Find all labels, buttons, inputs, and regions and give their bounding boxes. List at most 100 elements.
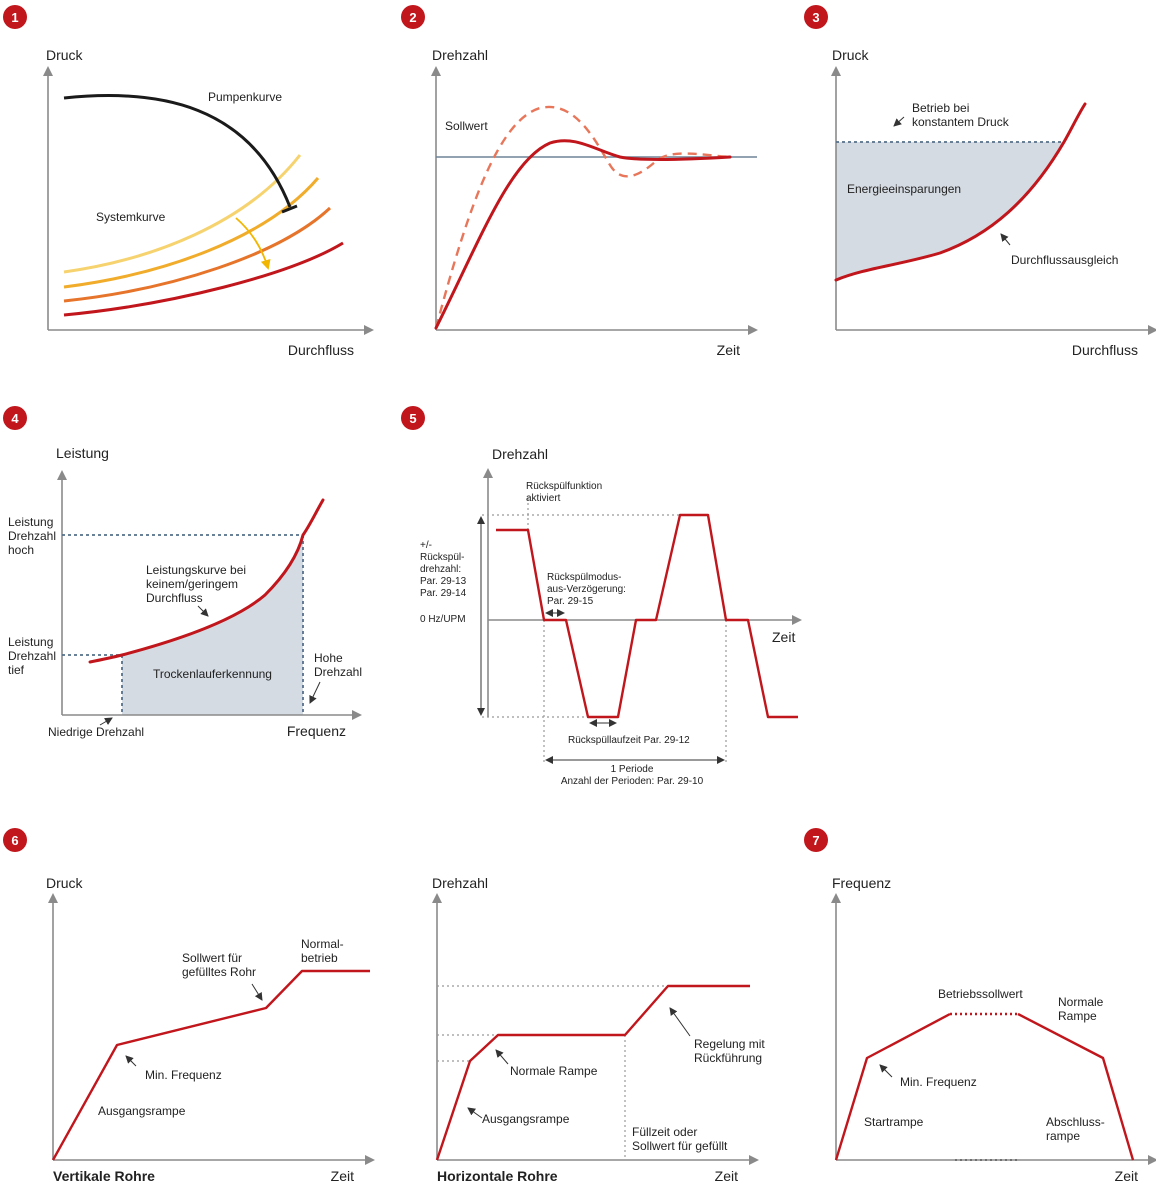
p5-count-label: Anzahl der Perioden: Par. 29-10 [561, 776, 704, 787]
svg-text:4: 4 [11, 411, 19, 426]
panel-5-backflush: Drehzahl Zeit Rückspülfunktion aktiviert… [420, 446, 802, 787]
overshoot-curve-dashed [434, 105, 731, 329]
p6b-fill-label-1: Füllzeit oder [632, 1125, 697, 1139]
p5-act-label-1: Rückspülfunktion [526, 481, 602, 492]
p7-minf-label: Min. Frequenz [900, 1075, 977, 1089]
p5-delay-label-3: Par. 29-15 [547, 596, 594, 607]
panel-6a-vertical-pipes: Druck Zeit Vertikale Rohre Normal- betri… [46, 875, 375, 1184]
p5-sp-label-1: +/- [420, 540, 432, 551]
p5-sp-label-4: Par. 29-13 [420, 576, 467, 587]
p5-delay-label-2: aus-Verzögerung: [547, 584, 626, 595]
panel-2-speed-response: Drehzahl Zeit Sollwert [431, 47, 758, 358]
p4-y-label: Leistung [56, 445, 109, 461]
svg-text:2: 2 [409, 10, 416, 25]
p6a-y-label: Druck [46, 875, 84, 891]
p5-sp-label-2: Rückspül- [420, 552, 464, 563]
p4-low-pointer [99, 717, 113, 726]
p6b-normal-pointer [495, 1049, 509, 1065]
p6a-normal-label-1: Normal- [301, 937, 344, 951]
p3-flowcomp-label: Durchflussausgleich [1011, 253, 1118, 267]
p5-delay-label-1: Rückspülmodus- [547, 572, 621, 583]
p3-savings-label: Energieeinsparungen [847, 182, 961, 196]
power-curve [88, 498, 325, 664]
p5-runtime-label: Rückspüllaufzeit Par. 29-12 [568, 735, 690, 746]
p5-y-label: Drehzahl [492, 446, 548, 462]
system-curve-2 [63, 177, 320, 289]
p6b-fill-label-2: Sollwert für gefüllt [632, 1139, 728, 1153]
p6a-sp-label-1: Sollwert für [182, 951, 242, 965]
p3-flow-pointer [1000, 233, 1011, 246]
panel-6b-horizontal-pipes: Drehzahl Zeit Horizontale Rohre Regelung… [432, 875, 765, 1184]
p3-const-label-2: konstantem Druck [912, 115, 1010, 129]
p4-low-label: Niedrige Drehzahl [48, 725, 144, 739]
p3-x-label: Durchfluss [1072, 342, 1138, 358]
system-curve-4 [63, 241, 344, 317]
p4-lo-label-1: Leistung [8, 635, 53, 649]
p3-y-label: Druck [832, 47, 870, 63]
dry-run-area [122, 535, 303, 715]
p5-act-label-2: aktiviert [526, 493, 561, 504]
p3-const-label-1: Betrieb bei [912, 101, 969, 115]
panel-7-frequency-ramps: Frequenz Zeit Betriebssollwert Normale R… [831, 875, 1156, 1184]
p6b-normal-label: Normale Rampe [510, 1064, 598, 1078]
badge-6: 6 [3, 828, 27, 852]
p6b-ctl-pointer [669, 1007, 691, 1037]
badge-1: 1 [3, 5, 27, 29]
p1-system-label: Systemkurve [96, 210, 166, 224]
p5-zero-label: 0 Hz/UPM [420, 614, 466, 625]
p4-hi-label-2: Drehzahl [8, 529, 56, 543]
badge-7: 7 [804, 828, 828, 852]
controlled-curve [434, 139, 732, 330]
backflush-speed-profile [496, 513, 798, 719]
svg-text:5: 5 [409, 411, 416, 426]
p7-setpoint-label: Betriebssollwert [938, 987, 1023, 1001]
p6a-sp-pointer [251, 983, 263, 1001]
p4-dry-label: Trockenlauferkennung [153, 667, 272, 681]
svg-text:7: 7 [812, 833, 819, 848]
p6a-title: Vertikale Rohre [53, 1168, 155, 1184]
flow-compensation-curve [834, 102, 1087, 282]
p6b-ramp-label: Ausgangsrampe [482, 1112, 570, 1126]
p6a-pressure-profile [51, 969, 370, 1161]
p7-frequency-profile [834, 1012, 951, 1161]
p4-lo-label-2: Drehzahl [8, 649, 56, 663]
p2-x-label: Zeit [717, 342, 740, 358]
p1-y-label: Druck [46, 47, 84, 63]
p6b-ctl-label-2: Rückführung [694, 1051, 762, 1065]
svg-text:6: 6 [11, 833, 18, 848]
p4-curve-label-2: keinem/geringem [146, 577, 238, 591]
p6b-y-label: Drehzahl [432, 875, 488, 891]
p6a-minf-label: Min. Frequenz [145, 1068, 222, 1082]
p4-hi-label-1: Leistung [8, 515, 53, 529]
p6b-speed-profile [435, 984, 750, 1161]
svg-text:3: 3 [812, 10, 819, 25]
p7-nr-label-2: Rampe [1058, 1009, 1097, 1023]
svg-text:1: 1 [11, 10, 18, 25]
badge-3: 3 [804, 5, 828, 29]
p4-high-pointer [309, 681, 321, 704]
p7-x-label: Zeit [1115, 1168, 1138, 1184]
p6b-x-label: Zeit [715, 1168, 738, 1184]
panel-3-energy-savings: Druck Durchfluss Betrieb bei konstantem … [831, 47, 1156, 358]
p4-curve-label-1: Leistungskurve bei [146, 563, 246, 577]
p5-x-label: Zeit [772, 629, 795, 645]
p7-minf-pointer [879, 1064, 893, 1078]
operating-point-arrow [235, 217, 271, 270]
p7-end-label-1: Abschluss- [1046, 1115, 1105, 1129]
p7-frequency-profile-end [1017, 1012, 1135, 1161]
p4-lo-label-3: tief [8, 663, 25, 677]
p3-const-pointer [893, 116, 905, 127]
p6b-ctl-label-1: Regelung mit [694, 1037, 765, 1051]
p4-curve-label-3: Durchfluss [146, 591, 203, 605]
panel-4-dry-run: Leistung Frequenz Leistung Drehzahl hoch… [8, 445, 362, 739]
p6a-ramp-label: Ausgangsrampe [98, 1104, 186, 1118]
savings-area [836, 142, 1064, 280]
badge-4: 4 [3, 406, 27, 430]
p6b-title: Horizontale Rohre [437, 1168, 558, 1184]
p2-y-label: Drehzahl [432, 47, 488, 63]
p4-high-label-2: Drehzahl [314, 665, 362, 679]
pump-curve [63, 94, 292, 208]
p7-y-label: Frequenz [832, 875, 891, 891]
p4-high-label-1: Hohe [314, 651, 343, 665]
